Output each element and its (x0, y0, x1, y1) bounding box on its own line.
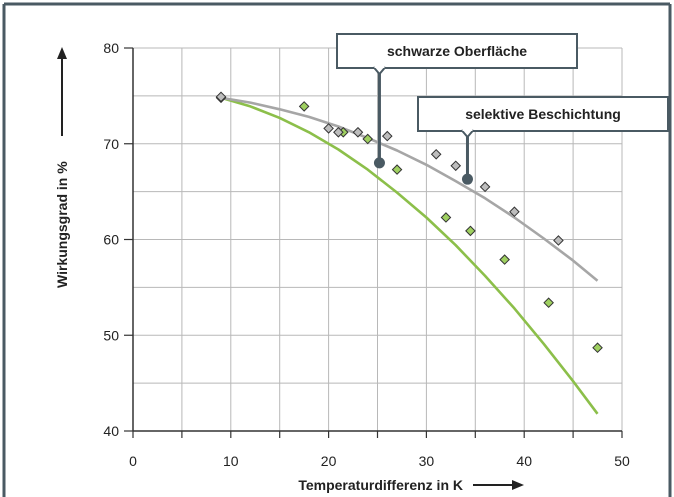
callout-notch (460, 129, 475, 139)
fit-curve-green (220, 96, 599, 415)
data-point-green (543, 297, 554, 309)
x-axis-title: Temperaturdifferenz in K (298, 477, 463, 493)
callout-anchor-dot (461, 173, 473, 185)
x-tick-label: 0 (129, 453, 137, 469)
data-point-grey (333, 126, 344, 138)
tick-labels: 0 10 20 30 40 50 40 50 60 70 80 (103, 40, 630, 469)
x-tick-label: 20 (321, 453, 337, 469)
callout-label: schwarze Oberfläche (387, 43, 527, 59)
data-point-green (362, 133, 374, 145)
data-point-green (298, 101, 310, 112)
data-markers (215, 91, 603, 354)
axis-titles: Temperaturdifferenz in K Wirkungsgrad in … (54, 47, 524, 493)
y-axis-arrow-head (57, 47, 67, 59)
data-point-grey (352, 126, 364, 138)
data-point-grey (323, 123, 334, 134)
data-point-grey (215, 91, 227, 103)
callouts: schwarze Oberfläche selektive Beschichtun… (336, 33, 669, 185)
callout-box (417, 96, 669, 132)
callout-label: selektive Beschichtung (465, 106, 621, 122)
data-point-green (391, 164, 403, 175)
callout-notch (372, 66, 387, 76)
fit-curves (220, 96, 599, 415)
y-tick-label: 80 (103, 40, 119, 56)
data-point-grey (430, 148, 442, 160)
axes (124, 47, 623, 438)
data-point-green (499, 254, 510, 265)
callout-box (336, 33, 578, 69)
x-tick-label: 30 (419, 453, 435, 469)
x-tick-label: 50 (614, 453, 630, 469)
data-point-grey (479, 181, 491, 193)
data-point-grey (509, 206, 520, 218)
data-point-green (440, 212, 452, 223)
x-axis-arrow-head (512, 480, 524, 490)
y-tick-label: 50 (103, 327, 119, 343)
y-tick-label: 60 (103, 232, 119, 248)
x-tick-label: 40 (516, 453, 532, 469)
data-point-green (592, 342, 603, 354)
data-point-grey (381, 130, 393, 142)
y-tick-label: 40 (103, 423, 119, 439)
callout-notch-cover (374, 65, 385, 68)
y-tick-label: 70 (103, 136, 119, 152)
x-tick-label: 10 (223, 453, 239, 469)
fit-curve-grey (220, 96, 599, 282)
callout-notch-cover (462, 128, 473, 131)
callout-anchor-dot (373, 157, 385, 169)
data-point-grey (553, 235, 564, 246)
y-axis-title: Wirkungsgrad in % (54, 161, 70, 288)
data-point-grey (450, 160, 462, 172)
data-point-green (465, 225, 476, 237)
